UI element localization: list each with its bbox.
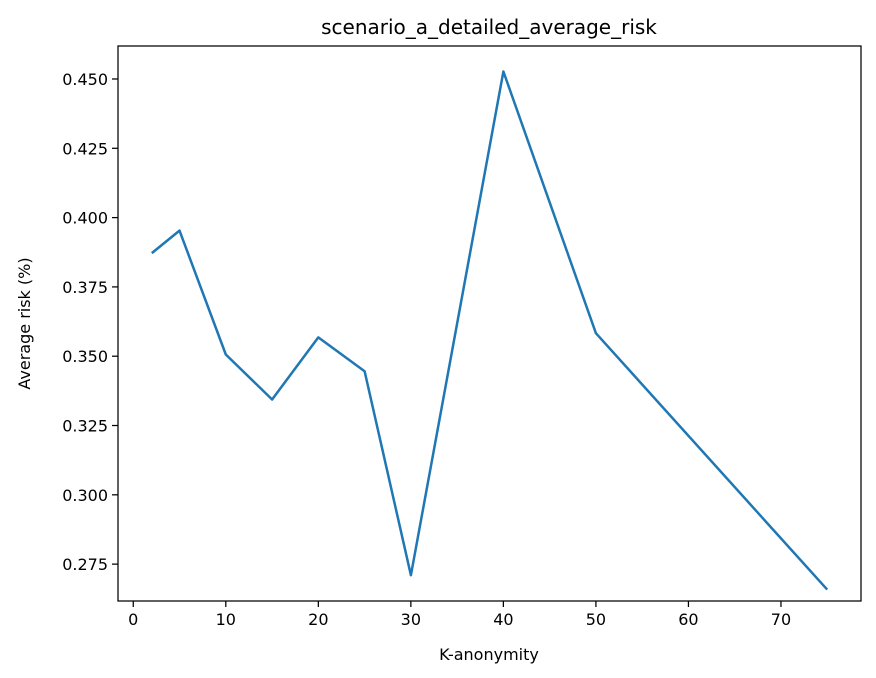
y-axis-label: Average risk (%) [15,257,34,389]
x-axis-label: K-anonymity [439,645,539,664]
y-axis: 0.275 0.300 0.325 0.350 0.375 0.400 0.425 0.450 [62,70,118,574]
x-tick-label: 0 [128,610,138,629]
y-tick-label: 0.375 [62,278,108,297]
x-tick-label: 20 [308,610,328,629]
chart-title: scenario_a_detailed_average_risk [321,15,657,39]
y-tick-label: 0.325 [62,417,108,436]
x-tick-label: 40 [493,610,513,629]
series-line [151,70,829,591]
x-tick-label: 10 [216,610,236,629]
y-tick-label: 0.300 [62,486,108,505]
x-tick-label: 50 [586,610,606,629]
x-tick-label: 60 [678,610,698,629]
y-tick-label: 0.425 [62,139,108,158]
y-tick-label: 0.350 [62,347,108,366]
plot-frame [117,45,862,602]
x-tick-label: 30 [401,610,421,629]
y-tick-label: 0.400 [62,209,108,228]
y-tick-label: 0.450 [62,70,108,89]
x-tick-label: 70 [771,610,791,629]
y-tick-label: 0.275 [62,555,108,574]
x-axis: 0 10 20 30 40 50 60 70 [128,601,791,629]
